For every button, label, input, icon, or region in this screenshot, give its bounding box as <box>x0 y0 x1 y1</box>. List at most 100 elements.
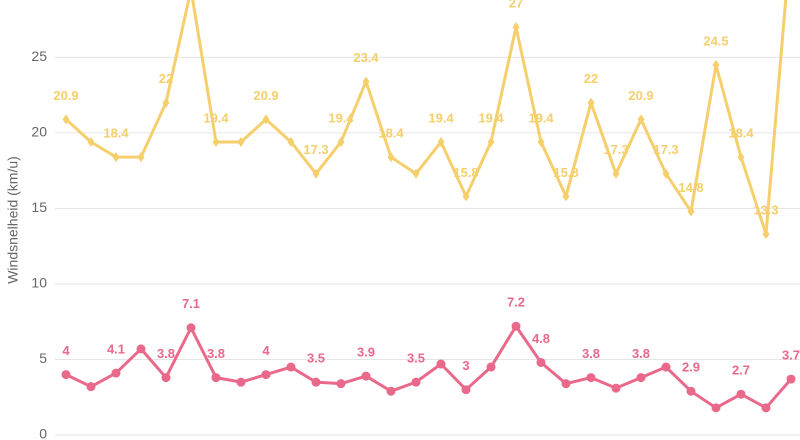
data-label: 23.4 <box>353 50 379 65</box>
point <box>711 403 721 413</box>
point <box>762 229 770 240</box>
data-label: 15.8 <box>453 165 478 180</box>
data-label: 3.9 <box>357 345 375 360</box>
data-label: 7.2 <box>507 295 525 310</box>
y-tick-label: 15 <box>31 199 47 215</box>
y-axis-title: Windsnelheid (km/u) <box>5 156 21 284</box>
point <box>636 373 646 383</box>
data-label: 4 <box>262 343 270 358</box>
point <box>262 114 270 125</box>
point <box>637 114 645 125</box>
data-label: 3.5 <box>407 351 425 366</box>
point <box>312 168 320 179</box>
point <box>761 403 771 413</box>
point <box>661 362 671 372</box>
data-label: 18.4 <box>378 126 404 141</box>
point <box>611 383 621 393</box>
data-label: 20.9 <box>628 88 653 103</box>
data-label: 24.5 <box>703 33 728 48</box>
point <box>686 386 696 396</box>
data-label: 19.4 <box>328 110 354 125</box>
point <box>336 379 346 389</box>
point <box>136 344 146 354</box>
y-tick-label: 0 <box>39 426 47 440</box>
data-label: 19.4 <box>428 110 454 125</box>
data-label: 3.8 <box>157 346 175 361</box>
data-label: 22 <box>584 71 598 86</box>
data-label: 15.8 <box>553 165 578 180</box>
point <box>237 136 245 147</box>
point <box>261 370 271 380</box>
point <box>461 385 471 395</box>
data-label: 4.8 <box>532 331 550 346</box>
point <box>536 358 546 367</box>
data-label: 3.8 <box>582 346 600 361</box>
data-label: 14.8 <box>678 180 703 195</box>
data-label: 3.8 <box>207 346 225 361</box>
data-label: 3 <box>462 358 469 373</box>
y-tick-label: 25 <box>31 48 47 64</box>
point <box>387 152 395 163</box>
point <box>612 168 620 179</box>
point <box>437 136 445 147</box>
point <box>411 377 421 387</box>
point <box>537 136 545 147</box>
data-label: 20.9 <box>253 88 278 103</box>
point <box>62 114 70 125</box>
data-label: 19.4 <box>203 110 229 125</box>
point <box>286 362 296 372</box>
point <box>337 136 345 147</box>
series-line <box>65 324 793 410</box>
y-tick-label: 20 <box>31 124 47 140</box>
point <box>462 191 470 202</box>
point <box>487 136 495 147</box>
point <box>786 374 796 384</box>
data-label: 27 <box>509 0 523 11</box>
point <box>86 382 96 392</box>
data-label: 3.7 <box>782 348 800 363</box>
data-label: 17.3 <box>303 142 328 157</box>
point <box>112 152 120 163</box>
point <box>362 76 370 87</box>
point <box>562 191 570 202</box>
point <box>361 371 371 381</box>
point <box>486 362 496 372</box>
data-label: 22 <box>159 71 173 86</box>
data-label: 18.4 <box>103 126 129 141</box>
data-label: 13.3 <box>753 203 778 218</box>
point <box>61 370 71 380</box>
data-label: 4 <box>62 343 70 358</box>
point <box>712 59 720 70</box>
point <box>737 152 745 163</box>
point <box>687 206 695 217</box>
point <box>287 136 295 147</box>
data-label: 3.5 <box>307 351 325 366</box>
point <box>736 389 746 399</box>
point <box>111 368 121 378</box>
series-line <box>64 0 788 236</box>
point <box>311 377 321 387</box>
point <box>412 168 420 179</box>
data-label: 19.4 <box>478 110 504 125</box>
data-label: 7.1 <box>182 296 200 311</box>
point <box>211 373 221 383</box>
y-tick-label: 5 <box>39 350 47 366</box>
point <box>236 377 246 387</box>
data-label: 19.4 <box>528 110 554 125</box>
data-label: 17.3 <box>603 142 628 157</box>
point <box>512 22 520 33</box>
point <box>561 379 571 389</box>
data-label: 2.7 <box>732 363 750 378</box>
point <box>87 136 95 147</box>
point <box>212 136 220 147</box>
point <box>662 168 670 179</box>
data-label: 20.9 <box>53 88 78 103</box>
point <box>587 97 595 108</box>
point <box>436 359 446 369</box>
point <box>386 386 396 396</box>
data-label: 2.9 <box>682 360 700 375</box>
point <box>162 97 170 108</box>
data-label: 18.4 <box>728 126 754 141</box>
point <box>586 373 596 383</box>
